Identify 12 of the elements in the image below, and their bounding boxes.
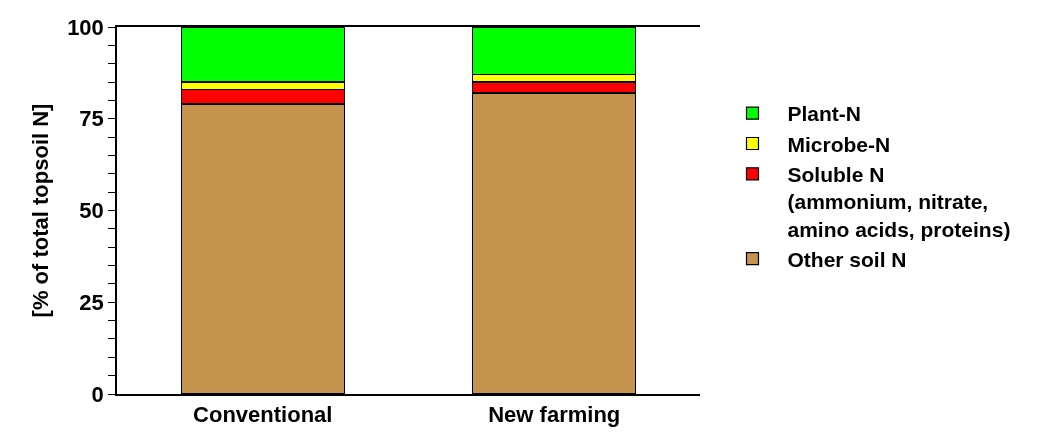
x-tick-label: Conventional <box>193 402 333 428</box>
legend-label: Other soil N <box>787 247 907 271</box>
y-axis-title: [% of total topsoil N] <box>28 103 54 318</box>
y-tick-label: 75 <box>79 106 104 132</box>
y-tick-label: 25 <box>79 289 104 315</box>
legend-label: Microbe-N <box>787 132 891 156</box>
y-tick-label: 0 <box>91 381 104 407</box>
x-tick-label: New farming <box>488 402 621 428</box>
y-tick-label: 100 <box>67 14 104 40</box>
legend-label: Soluble N (ammonium, nitrate, amino acids, proteins) <box>787 163 1011 241</box>
legend-label: Plant-N <box>787 102 861 126</box>
y-tick-label: 50 <box>79 198 104 224</box>
